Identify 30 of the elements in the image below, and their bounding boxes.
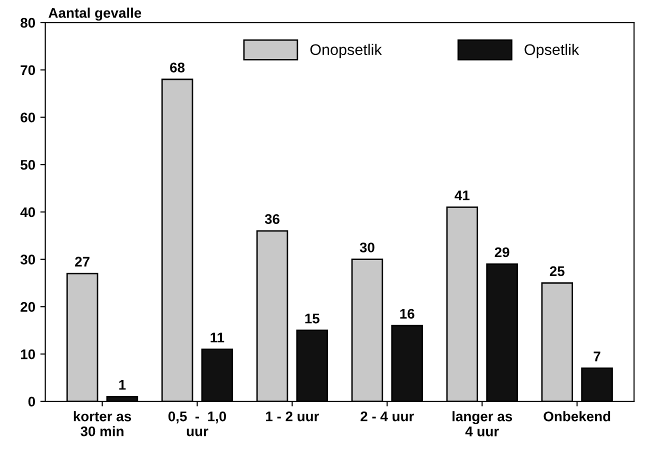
x-tick-label: langer as 4 uur bbox=[452, 411, 512, 436]
data-label: 16 bbox=[400, 308, 414, 319]
data-label: 1 bbox=[119, 380, 126, 390]
data-label: 29 bbox=[494, 247, 510, 258]
data-label: 7 bbox=[594, 352, 600, 362]
y-tick-label: 70 bbox=[20, 65, 35, 76]
legend-label: Onopsetlik bbox=[310, 44, 382, 58]
y-tick-label: 40 bbox=[20, 207, 35, 218]
data-label: 36 bbox=[264, 214, 280, 224]
y-tick-label: 10 bbox=[20, 349, 35, 360]
y-tick-label: 30 bbox=[20, 254, 35, 265]
x-tick-label: 1 - 2 uur bbox=[266, 411, 319, 422]
data-label: 68 bbox=[170, 62, 185, 72]
x-tick-label: korter as 30 min bbox=[74, 411, 132, 436]
data-label: 25 bbox=[550, 266, 564, 276]
y-tick-label: 20 bbox=[20, 302, 35, 312]
y-axis-title: Aantal gevalle bbox=[48, 8, 142, 21]
data-label: 41 bbox=[454, 190, 470, 200]
legend-label: Opsetlik bbox=[524, 44, 580, 58]
y-tick-label: 80 bbox=[20, 18, 35, 28]
y-tick-label: 60 bbox=[20, 112, 35, 122]
data-label: 27 bbox=[75, 256, 90, 266]
x-tick-label: 2 - 4 uur bbox=[360, 411, 414, 422]
data-label: 11 bbox=[210, 332, 224, 342]
x-tick-label: Onbekend bbox=[544, 411, 610, 422]
x-tick-label: 0,5 - 1,0 uur bbox=[168, 411, 226, 436]
data-label: 30 bbox=[360, 242, 374, 252]
data-label: 15 bbox=[305, 314, 320, 324]
y-tick-label: 50 bbox=[20, 160, 35, 170]
y-tick-label: 0 bbox=[28, 396, 35, 407]
